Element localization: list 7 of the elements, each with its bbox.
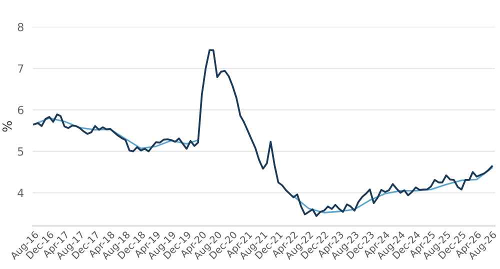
y-tick-label: 5	[18, 147, 24, 156]
y-axis-title: %	[2, 121, 12, 132]
y-tick-label: 7	[18, 64, 24, 73]
y-tick-label: 6	[18, 106, 24, 114]
y-tick-label: 4	[18, 188, 24, 198]
y-tick-label: 8	[18, 22, 24, 32]
line-series	[33, 49, 493, 217]
